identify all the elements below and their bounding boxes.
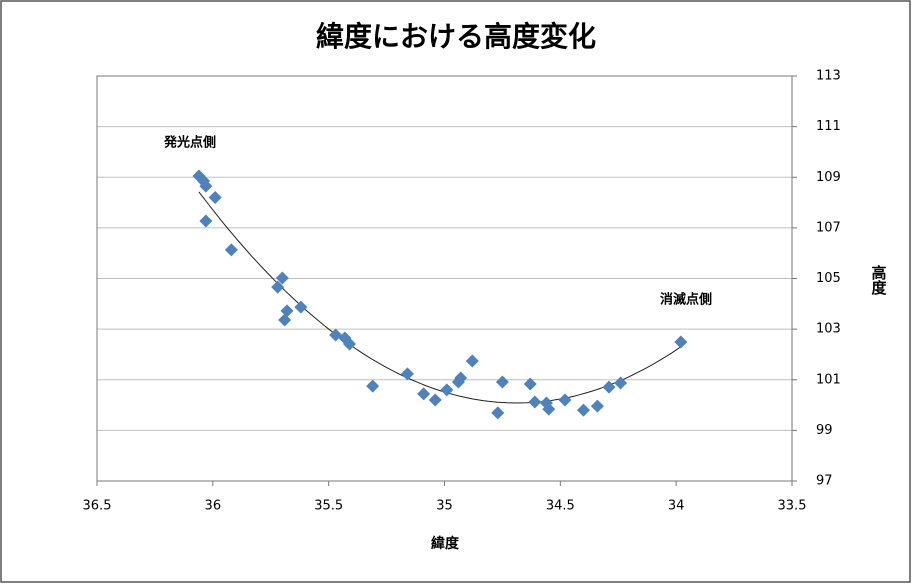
point (199, 214, 213, 228)
point (294, 300, 308, 314)
point (542, 402, 556, 416)
point (465, 354, 479, 368)
y-tick-label: 101 (816, 372, 841, 387)
point (343, 337, 357, 351)
point (271, 280, 285, 294)
y-tick-label: 105 (816, 271, 841, 286)
y-axis-label: 高度 (870, 264, 888, 296)
point (275, 271, 289, 285)
point (491, 406, 505, 420)
y-tick-label: 107 (816, 220, 841, 235)
x-tick-label: 36 (205, 499, 222, 514)
point (590, 399, 604, 413)
point (278, 313, 292, 327)
x-tick-label: 35.5 (314, 499, 343, 514)
point (417, 387, 431, 401)
point (224, 243, 238, 257)
point (208, 191, 222, 204)
point (366, 379, 380, 393)
point (602, 380, 616, 394)
x-tick-label: 36.5 (83, 499, 112, 514)
point (428, 393, 442, 407)
x-tick-label: 33.5 (778, 499, 807, 514)
x-tick-label: 35 (436, 499, 453, 514)
point (614, 376, 628, 390)
point (523, 377, 537, 391)
point (280, 304, 294, 318)
x-tick-label: 34.5 (546, 499, 575, 514)
point (558, 393, 572, 407)
point (577, 403, 590, 417)
point (495, 375, 509, 389)
annotation: 発光点側 (163, 135, 216, 151)
point (674, 335, 688, 349)
y-tick-label: 113 (816, 69, 841, 84)
x-axis-label: 緯度 (431, 535, 460, 552)
y-tick-label: 109 (816, 170, 841, 185)
x-tick-label: 34 (668, 499, 685, 514)
y-tick-label: 99 (816, 423, 833, 438)
point (528, 395, 542, 409)
y-tick-label: 103 (816, 322, 841, 337)
point (199, 179, 213, 193)
point (400, 367, 414, 381)
chart-title: 緯度における高度変化 (316, 20, 596, 53)
y-tick-label: 97 (816, 474, 833, 489)
annotation: 消滅点側 (660, 292, 712, 308)
point (454, 371, 468, 385)
point (440, 383, 454, 397)
y-tick-label: 111 (816, 119, 841, 134)
